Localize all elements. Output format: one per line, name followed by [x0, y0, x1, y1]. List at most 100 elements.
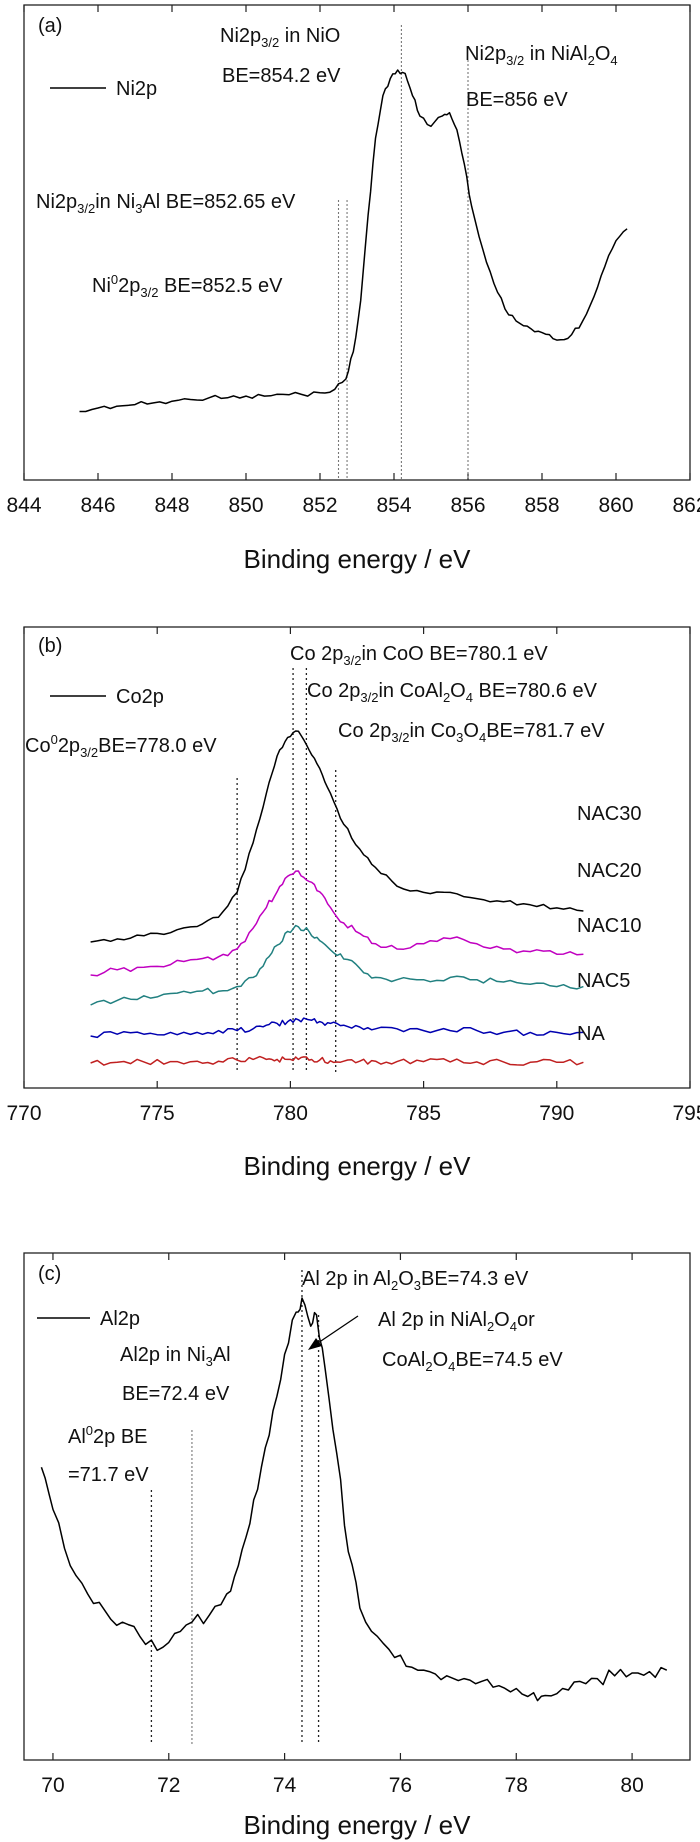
label-fragment: in CoO BE=780.1 eV [361, 643, 548, 665]
label-fragment: Al 2p in Al [302, 1268, 391, 1290]
x-axis-label: Binding energy / eV [244, 1151, 472, 1181]
annotation-nial2o4-be: BE=856 eV [466, 89, 568, 111]
x-axis-label: Binding energy / eV [244, 1810, 472, 1840]
label-fragment: BE=778.0 eV [98, 735, 217, 757]
label-fragment: 3/2 [343, 653, 361, 668]
annotation-ni3al: Al2p in Ni3Al [120, 1344, 231, 1369]
annotation-nial2o4: Ni2p3/2 in NiAl2O4 [465, 43, 618, 68]
annotation-al0: Al02p BE [68, 1423, 148, 1448]
label-fragment: 3 [135, 201, 142, 216]
label-fragment: Al2p in Ni [120, 1344, 206, 1366]
label-fragment: CoAl [382, 1349, 425, 1371]
plot-frame [23, 626, 691, 1089]
annotation-coo: Co 2p3/2in CoO BE=780.1 eV [290, 643, 548, 668]
panel-a: 844 846 848 850 852 854 856 858 860 862 Binding en… [6, 4, 700, 574]
label-fragment: O [595, 43, 611, 65]
label-fragment: Co 2p [290, 643, 343, 665]
label-fragment: 2p [118, 275, 140, 297]
label-fragment: 2 [487, 1319, 494, 1334]
label-fragment: BE=780.6 eV [473, 680, 598, 702]
x-tick-label: 854 [376, 494, 411, 517]
x-tick-label: 74 [273, 1774, 297, 1797]
label-fragment: in Co [409, 720, 456, 742]
label-fragment: O [450, 680, 466, 702]
series-line-na [90, 1055, 584, 1066]
legend-label: Al2p [100, 1308, 140, 1330]
label-fragment: BE=781.7 eV [486, 720, 605, 742]
x-tick-label: 858 [524, 494, 559, 517]
series-label: NAC5 [577, 970, 630, 992]
x-tick-label: 860 [598, 494, 633, 517]
label-fragment: BE=74.3 eV [421, 1268, 529, 1290]
plot-frame [23, 4, 691, 481]
x-tick-label: 848 [154, 494, 189, 517]
x-axis-label: Binding energy / eV [244, 544, 472, 574]
label-fragment: O [433, 1349, 449, 1371]
series-line-nac5 [90, 1017, 584, 1039]
x-tick-label: 844 [6, 494, 41, 517]
label-fragment: 2 [443, 690, 450, 705]
panel-c: 70 72 74 76 78 80 Binding energy / eV (c) Al2p Al… [23, 1252, 691, 1840]
x-tick-label: 795 [672, 1102, 700, 1125]
label-fragment: BE=852.5 eV [158, 275, 283, 297]
annotation-nio: Ni2p3/2 in NiO [220, 25, 340, 50]
al2p-line [40, 1297, 668, 1702]
x-tick-label: 70 [41, 1774, 64, 1797]
label-fragment: 2p [58, 735, 80, 757]
x-tick-label: 862 [672, 494, 700, 517]
panel-label: (c) [38, 1263, 61, 1285]
series-line-nac10 [90, 924, 584, 1006]
x-tick-label: 780 [273, 1102, 308, 1125]
label-fragment: BE=74.5 eV [455, 1349, 563, 1371]
label-fragment: 0 [51, 732, 58, 747]
x-tick-label: 856 [450, 494, 485, 517]
annotation-nial2o4: Al 2p in NiAl2O4or [378, 1309, 535, 1334]
series-line-nac20 [90, 870, 584, 977]
label-fragment: 0 [86, 1423, 93, 1438]
label-fragment: 4 [510, 1319, 517, 1334]
plot-frame [23, 1252, 691, 1761]
annotation-ni3al: Ni2p3/2in Ni3Al BE=852.65 eV [36, 191, 296, 216]
panel-b: 770 775 780 785 790 795 Binding energy / eV (b)… [6, 626, 700, 1181]
x-tick-label: 850 [228, 494, 263, 517]
annotation-arrow [311, 1315, 359, 1348]
label-fragment: 3/2 [506, 53, 524, 68]
arrow-head [308, 1338, 322, 1350]
x-tick-label: 846 [80, 494, 115, 517]
label-fragment: 3 [456, 730, 463, 745]
label-fragment: 4 [479, 730, 486, 745]
label-fragment: 3/2 [360, 690, 378, 705]
x-tick-label: 775 [140, 1102, 175, 1125]
series-label: NAC20 [577, 860, 641, 882]
annotation-co0: Co02p3/2BE=778.0 eV [25, 732, 217, 760]
label-fragment: 3/2 [80, 745, 98, 760]
annotation-coal2o4: Co 2p3/2in CoAl2O4 BE=780.6 eV [307, 680, 598, 705]
panel-label: (b) [38, 635, 62, 657]
annotation-nio-be: BE=854.2 eV [222, 65, 341, 87]
annotation-co3o4: Co 2p3/2in Co3O4BE=781.7 eV [338, 720, 605, 745]
series-label: NAC10 [577, 915, 641, 937]
label-fragment: Co 2p [307, 680, 360, 702]
label-fragment: in CoAl [378, 680, 442, 702]
label-fragment: Al [213, 1344, 231, 1366]
x-tick-label: 80 [620, 1774, 643, 1797]
label-fragment: Ni2p [36, 191, 77, 213]
x-tick-label: 785 [406, 1102, 441, 1125]
x-tick-label: 76 [389, 1774, 412, 1797]
x-tick-label: 78 [505, 1774, 528, 1797]
label-fragment: or [517, 1309, 535, 1331]
label-fragment: O [398, 1268, 414, 1290]
annotation-ni3al-be: BE=72.4 eV [122, 1383, 230, 1405]
series-line-nac30 [90, 730, 584, 943]
annotation-al2o3: Al 2p in Al2O3BE=74.3 eV [302, 1268, 529, 1293]
x-tick-label: 790 [539, 1102, 574, 1125]
label-fragment: O [463, 720, 479, 742]
label-fragment: 3/2 [140, 285, 158, 300]
ni2p-line [79, 69, 628, 413]
label-fragment: Ni2p [465, 43, 506, 65]
label-fragment: 2 [391, 1278, 398, 1293]
label-fragment: 3/2 [77, 201, 95, 216]
label-fragment: Co 2p [338, 720, 391, 742]
label-fragment: 0 [111, 272, 118, 287]
